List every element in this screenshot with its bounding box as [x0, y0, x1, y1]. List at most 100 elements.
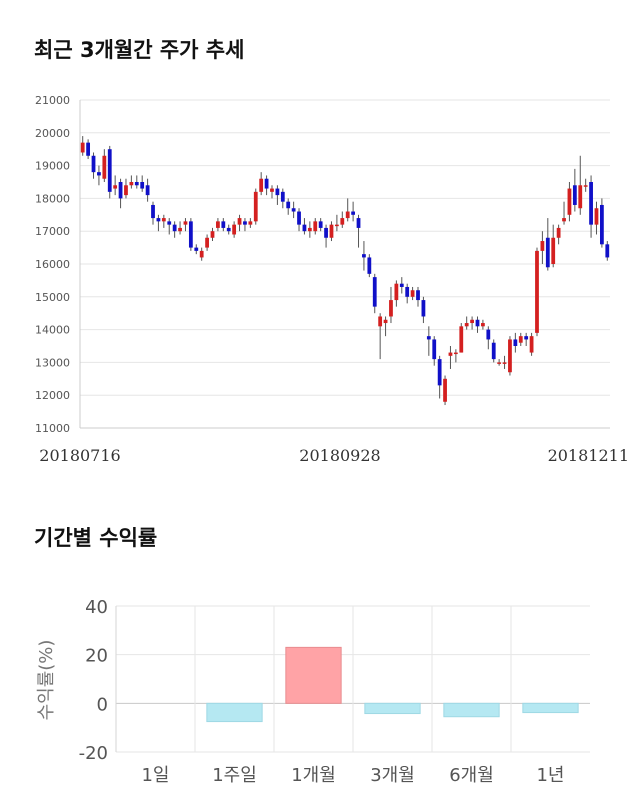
candle-up — [378, 316, 383, 327]
bar-x-tick-label: 1주일 — [212, 765, 257, 786]
bar-x-tick-label: 1년 — [536, 765, 564, 786]
bar-x-tick-label: 6개월 — [449, 765, 494, 786]
candle-up — [345, 211, 350, 219]
candle-down — [145, 185, 150, 196]
candle-y-tick-label: 14000 — [35, 324, 70, 337]
candle-y-tick-label: 13000 — [35, 356, 70, 369]
candle-up — [583, 185, 588, 187]
bar-x-axis: 1일 1주일 1개월 3개월 6개월 1년 — [141, 765, 564, 786]
candle-down — [221, 221, 226, 228]
candle-up — [567, 188, 572, 215]
bar-x-tick-label: 1일 — [141, 765, 169, 786]
candle-up — [199, 250, 204, 258]
bar-y-tick-label: 0 — [97, 694, 108, 715]
candle-down — [318, 221, 323, 228]
candle-down — [167, 221, 172, 225]
candle-down — [275, 188, 280, 196]
candle-up — [183, 221, 188, 225]
candle-down — [599, 204, 604, 245]
candle-down — [524, 336, 529, 340]
candle-down — [589, 182, 593, 225]
candle-down — [134, 182, 139, 186]
candle-down — [491, 342, 496, 360]
candle-down — [297, 211, 301, 225]
candle-y-tick-label: 15000 — [35, 291, 70, 304]
bar-y-tick-label: -20 — [79, 743, 108, 764]
candle-up — [562, 218, 566, 222]
candle-down — [86, 142, 91, 156]
candle-x-tick-label: 20180928 — [299, 446, 380, 465]
candle-down — [264, 178, 269, 189]
candle-y-tick-label: 19000 — [35, 160, 70, 173]
candle-up — [443, 378, 447, 402]
candle-up — [459, 326, 464, 353]
candle-down — [302, 224, 307, 232]
candle-down — [97, 172, 101, 176]
candle-down — [226, 227, 231, 232]
candle-down — [437, 359, 442, 386]
candle-up — [383, 319, 388, 324]
candle-y-tick-label: 18000 — [35, 192, 70, 205]
bar-x-tick-label: 3개월 — [370, 765, 415, 786]
candle-up — [551, 237, 556, 264]
candle-up — [210, 231, 215, 238]
candle-up — [232, 224, 237, 235]
candle-down — [513, 339, 518, 346]
candle-down — [291, 208, 296, 212]
candle-y-tick-label: 17000 — [35, 225, 70, 238]
candle-up — [253, 191, 258, 222]
bar-y-tick-label: 40 — [85, 597, 108, 618]
candle-down — [421, 300, 426, 317]
bar-grid — [115, 605, 590, 753]
candle-down — [399, 283, 404, 287]
candle-down — [243, 221, 247, 225]
candle-down — [194, 247, 199, 251]
bar-x-tick-label: 1개월 — [291, 765, 336, 786]
candle-up — [508, 339, 512, 373]
candle-up — [556, 227, 561, 238]
candle-up — [529, 336, 534, 353]
candle-up — [113, 185, 118, 189]
candle-up — [80, 142, 85, 153]
candle-down — [172, 224, 177, 232]
candle-up — [237, 218, 242, 225]
candle-up — [448, 352, 453, 356]
candle-x-tick-label: 20181211 — [548, 446, 629, 465]
candle-up — [453, 352, 458, 355]
bar-negative — [206, 702, 263, 723]
candle-down — [486, 329, 491, 340]
candle-down — [416, 290, 420, 301]
candle-up — [340, 218, 345, 225]
candle-grid — [79, 99, 610, 429]
candle-up — [313, 221, 318, 232]
candle-up — [464, 323, 469, 327]
bar-positive — [285, 646, 342, 704]
candle-up — [161, 218, 166, 222]
candle-y-tick-label: 16000 — [35, 258, 70, 271]
candle-down — [351, 211, 356, 215]
candle-up — [205, 237, 209, 248]
candle-up — [535, 250, 539, 333]
candle-up — [389, 300, 393, 317]
bar-negative — [364, 702, 421, 715]
bar-y-tick-label: 20 — [85, 646, 108, 667]
candle-down — [367, 257, 372, 274]
candle-up — [502, 362, 507, 364]
candlestick-chart: 11000 12000 13000 14000 15000 16000 17000 18000… — [35, 94, 629, 465]
candle-up — [124, 185, 128, 196]
candle-down — [545, 237, 550, 268]
candle-down — [151, 204, 155, 219]
candle-down — [140, 182, 145, 189]
candle-down — [475, 319, 480, 327]
candle-up — [248, 221, 253, 225]
candle-down — [286, 201, 291, 209]
candle-down — [362, 254, 366, 258]
bar-y-axis: -20 0 20 40 — [79, 597, 108, 764]
candle-up — [129, 182, 134, 186]
candle-down — [188, 221, 193, 248]
candle-x-tick-label: 20180716 — [39, 446, 120, 465]
candle-up — [259, 178, 264, 192]
candle-y-tick-label: 11000 — [35, 422, 70, 435]
candle-up — [594, 208, 599, 225]
